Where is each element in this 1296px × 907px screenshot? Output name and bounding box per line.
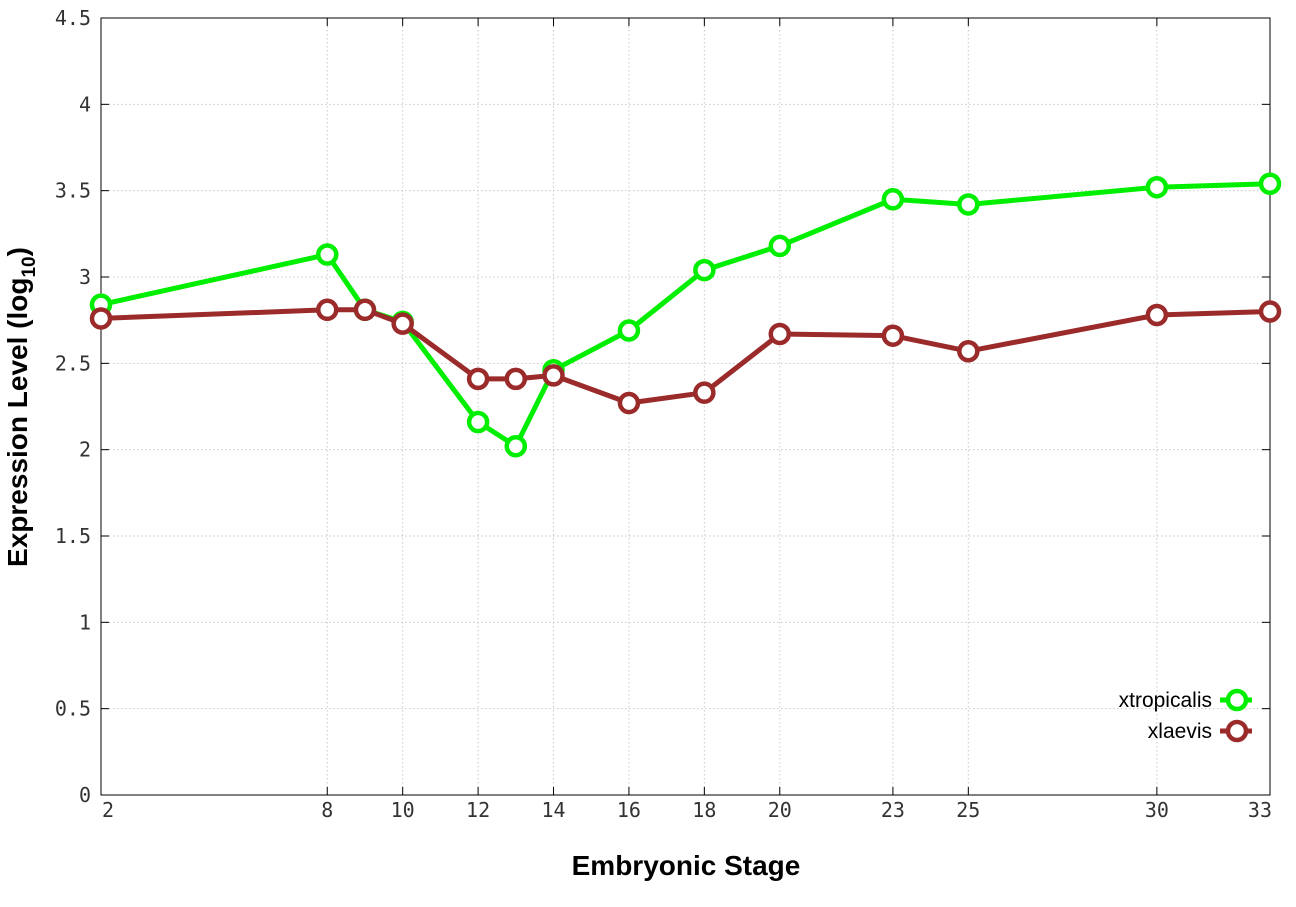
- data-point-xlaevis: [466, 367, 490, 391]
- data-point-xlaevis: [1145, 303, 1169, 327]
- series-xlaevis: [89, 298, 1282, 415]
- data-point-xtropicalis: [1258, 172, 1282, 196]
- y-tick-label: 0: [79, 783, 91, 807]
- data-point-xlaevis: [504, 367, 528, 391]
- y-axis-title-close: ): [2, 247, 33, 256]
- legend: xtropicalis xlaevis: [1119, 688, 1252, 743]
- data-point-xtropicalis: [504, 434, 528, 458]
- data-point-xlaevis: [957, 339, 980, 363]
- data-point-xlaevis: [617, 391, 641, 415]
- data-point-xtropicalis: [1145, 175, 1169, 199]
- grid-lines: [101, 18, 1270, 795]
- data-point-xlaevis: [89, 307, 113, 330]
- legend-item-xlaevis: xlaevis: [1148, 719, 1252, 743]
- y-tick-label: 1.5: [55, 524, 91, 548]
- series-xtropicalis: [89, 172, 1282, 458]
- x-tick-label: 10: [391, 798, 415, 822]
- data-point-xtropicalis: [881, 188, 905, 211]
- x-tick-label: 16: [617, 798, 641, 822]
- x-tick-label: 30: [1145, 798, 1169, 822]
- data-point-xlaevis: [693, 381, 716, 404]
- x-tick-label: 33: [1248, 798, 1272, 822]
- series-line-xtropicalis: [100, 181, 1271, 449]
- data-point-xlaevis: [881, 324, 905, 347]
- data-point-xtropicalis: [768, 234, 792, 258]
- y-tick-label: 4.5: [55, 6, 91, 30]
- data-point-xlaevis: [316, 298, 339, 322]
- x-tick-label: 20: [768, 798, 792, 822]
- legend-item-xtropicalis: xtropicalis: [1119, 688, 1252, 712]
- x-tick-label: 25: [956, 798, 980, 822]
- x-tick-label: 23: [881, 798, 905, 822]
- y-tick-label: 2.5: [55, 351, 91, 375]
- legend-label: xtropicalis: [1119, 689, 1212, 712]
- plot-area-border: [100, 17, 1271, 796]
- data-point-xlaevis: [768, 322, 792, 346]
- y-axis-title: Expression Level (log10): [2, 247, 40, 567]
- y-tick-label: 3: [79, 265, 91, 289]
- data-point-xtropicalis: [466, 410, 490, 434]
- y-tick-label: 0.5: [55, 697, 91, 721]
- y-tick-label: 1: [79, 610, 91, 634]
- data-point-xtropicalis: [957, 193, 980, 216]
- legend-label: xlaevis: [1148, 720, 1212, 743]
- x-tick-label: 2: [102, 798, 114, 822]
- y-axis-title-main: Expression Level (log: [2, 278, 33, 567]
- legend-swatch-marker: [1225, 688, 1249, 712]
- x-tick-label: 14: [541, 798, 565, 822]
- y-tick-label: 3.5: [55, 179, 91, 203]
- data-point-xlaevis: [353, 298, 377, 322]
- legend-swatch-marker: [1225, 719, 1249, 743]
- y-axis-title-subscript: 10: [19, 256, 40, 277]
- data-point-xlaevis: [391, 312, 414, 335]
- y-tick-label: 4: [79, 92, 91, 116]
- x-tick-label: 12: [466, 798, 490, 822]
- y-tick-label: 2: [79, 438, 91, 462]
- x-axis-title: Embryonic Stage: [572, 850, 801, 881]
- x-tick-label: 18: [692, 798, 716, 822]
- series-line-xlaevis: [100, 307, 1271, 406]
- data-point-xtropicalis: [617, 319, 641, 342]
- data-point-xtropicalis: [316, 243, 339, 266]
- x-tick-label: 8: [321, 798, 333, 822]
- data-point-xtropicalis: [693, 258, 716, 282]
- data-point-xlaevis: [1258, 300, 1282, 323]
- data-point-xlaevis: [542, 364, 565, 387]
- series-group: [89, 172, 1282, 458]
- axis-ticks: 0 0.5 1 1.5 2 2.5 3 3.5 4 4.5 2 8 10 12 14 16 18 20 23 25 30…: [55, 6, 1272, 822]
